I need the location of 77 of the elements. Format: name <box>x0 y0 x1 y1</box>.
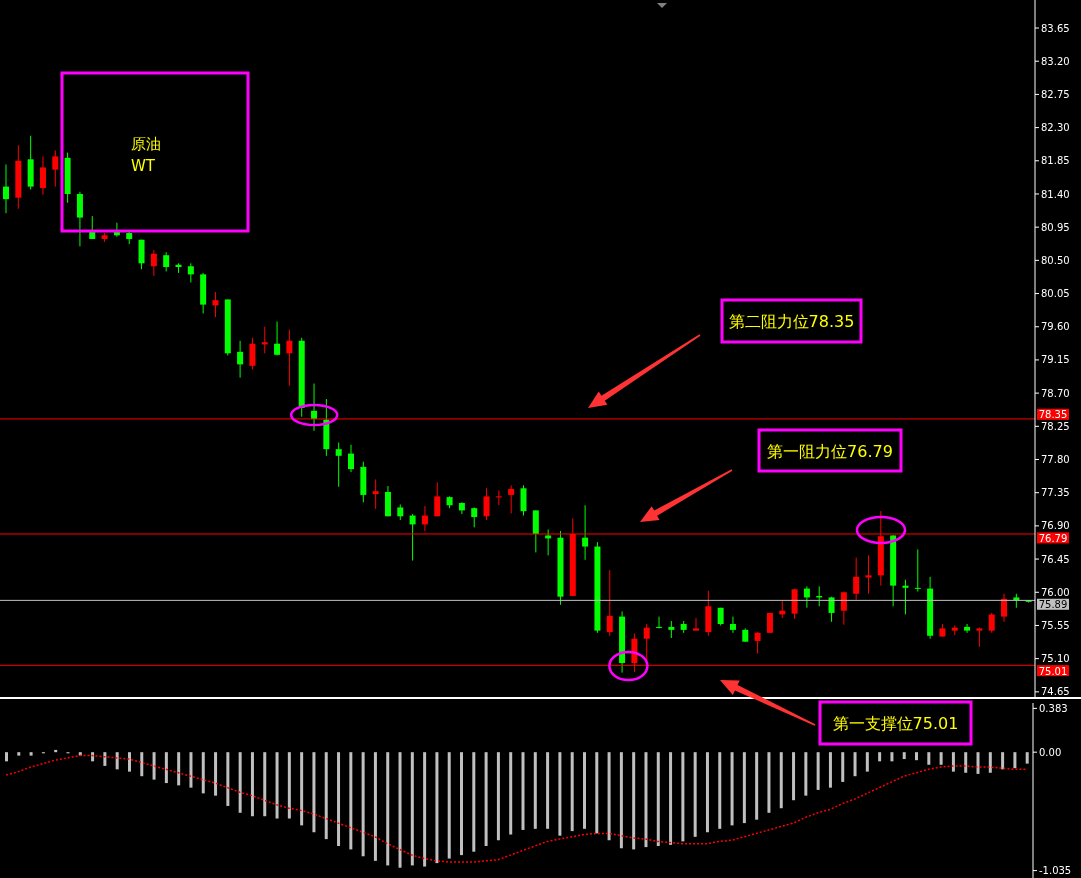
candlestick <box>471 506 478 528</box>
y-tick-label: 82.30 <box>1041 122 1070 134</box>
candlestick <box>1001 593 1008 623</box>
candlestick <box>988 612 995 634</box>
text: 原油 WT <box>131 135 161 175</box>
y-tick-label: 77.35 <box>1041 487 1070 499</box>
y-tick-label: 76.00 <box>1041 586 1070 598</box>
annotation: 第一支撑位75.01 <box>832 714 959 733</box>
candlestick <box>286 329 293 387</box>
candlestick <box>606 569 613 637</box>
y-tick-label: 82.75 <box>1041 88 1070 100</box>
candlestick <box>532 509 539 553</box>
candlestick <box>434 481 441 517</box>
y-tick-label: 81.85 <box>1041 155 1070 167</box>
candlestick <box>187 262 194 283</box>
candlestick <box>3 163 9 214</box>
candlestick <box>150 249 157 277</box>
y-tick-label: 0.00 <box>1039 746 1062 758</box>
candlestick <box>212 291 219 318</box>
candlestick <box>754 631 761 654</box>
ref-line-label: 78.35 <box>1038 409 1068 421</box>
candlestick <box>693 617 699 632</box>
y-tick-label: 80.95 <box>1041 221 1070 233</box>
candlestick <box>372 478 379 510</box>
candlestick <box>840 591 847 626</box>
candlestick <box>163 251 170 272</box>
candlestick <box>237 340 244 379</box>
y-tick-label: -1.035 <box>1039 865 1072 877</box>
candlestick <box>483 487 490 521</box>
candlestick <box>52 149 59 188</box>
y-tick-label: 83.20 <box>1041 55 1070 67</box>
candlestick <box>249 337 256 371</box>
y-tick-label: 75.10 <box>1041 653 1070 665</box>
y-tick-label: 78.70 <box>1041 387 1070 399</box>
ref-line-label: 75.89 <box>1038 599 1068 611</box>
y-tick-label: 76.45 <box>1041 553 1070 565</box>
candlestick <box>964 623 971 634</box>
candlestick <box>643 623 650 661</box>
candlestick <box>348 444 354 473</box>
candlestick <box>274 321 281 357</box>
candlestick <box>656 616 663 629</box>
y-tick-label: 81.40 <box>1041 188 1070 200</box>
y-tick-label: 78.25 <box>1041 420 1070 432</box>
y-tick-label: 0.383 <box>1039 702 1068 714</box>
y-tick-label: 74.65 <box>1041 686 1070 698</box>
y-tick-label: 80.05 <box>1041 288 1070 300</box>
candlestick <box>409 513 416 562</box>
candlestick <box>508 484 515 514</box>
candlestick <box>582 504 589 561</box>
candlestick <box>76 191 83 247</box>
annotation: 第二阻力位78.35 <box>728 312 855 331</box>
candlestick <box>520 484 527 517</box>
y-tick-label: 80.50 <box>1041 254 1070 266</box>
y-tick-label: 79.60 <box>1041 321 1070 333</box>
y-tick-label: 76.90 <box>1041 520 1070 532</box>
candlestick <box>421 505 428 532</box>
y-tick-label: 79.15 <box>1041 354 1070 366</box>
candlestick <box>545 529 552 556</box>
candlestick <box>261 326 268 354</box>
candlestick <box>495 489 502 506</box>
candlestick <box>39 155 46 196</box>
candlestick <box>865 554 872 595</box>
candlestick <box>803 585 810 609</box>
candlestick <box>853 557 860 601</box>
y-tick-label: 77.80 <box>1041 454 1070 466</box>
y-tick-label: 75.55 <box>1041 620 1070 632</box>
ref-line-label: 75.01 <box>1038 665 1068 677</box>
y-tick-label: 83.65 <box>1041 22 1070 34</box>
candlestick <box>902 579 909 615</box>
candlestick <box>729 616 736 634</box>
ref-line-label: 76.79 <box>1038 532 1068 544</box>
candlestick <box>138 239 145 270</box>
candlestick <box>828 596 835 623</box>
annotation: 第一阻力位76.79 <box>767 441 893 461</box>
candlestick <box>335 442 342 488</box>
line-series <box>5 754 1028 863</box>
candlestick <box>914 548 921 593</box>
